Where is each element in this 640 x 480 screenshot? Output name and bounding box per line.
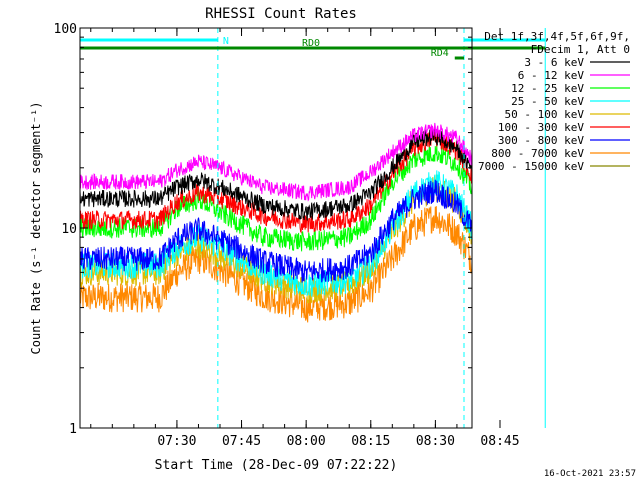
x-axis-label: Start Time (28-Dec-09 07:22:22) [155, 458, 398, 473]
legend: Det 1f,3f,4f,5f,6f,9f, FDecim 1, Att 0 3… [478, 30, 630, 173]
x-tick-label: 08:30 [416, 434, 455, 449]
series-line [80, 122, 472, 202]
footer-timestamp: 16-Oct-2021 23:57 [544, 469, 636, 479]
legend-header-line-1: Det 1f,3f,4f,5f,6f,9f, [484, 30, 630, 43]
chart-title: RHESSI Count Rates [205, 6, 357, 22]
y-tick-label: 100 [54, 22, 77, 37]
state-bar-label: N [223, 36, 229, 47]
x-tick-label: 07:45 [222, 434, 261, 449]
x-axis: 07:30 07:45 08:00 08:15 08:30 08:45 [90, 28, 520, 449]
y-tick-label: 10 [61, 222, 77, 237]
legend-label: 7000 - 15000 keV [478, 160, 584, 173]
series-line [80, 144, 472, 252]
state-bar-label: RD4 [431, 48, 449, 59]
state-bar-label: RD0 [302, 38, 320, 49]
legend-label: 800 - 7000 keV [491, 147, 584, 160]
y-axis-label: Count Rate (s⁻¹ detector segment⁻¹) [29, 102, 43, 355]
legend-label: 6 - 12 keV [518, 69, 585, 82]
annotation-layer: N RD0 RD4 [80, 28, 546, 428]
legend-label: 12 - 25 keV [511, 82, 584, 95]
legend-label: 100 - 300 keV [498, 121, 584, 134]
legend-header-line-2: FDecim 1, Att 0 [531, 43, 630, 56]
x-tick-label: 08:15 [351, 434, 390, 449]
x-tick-label: 08:00 [287, 434, 326, 449]
x-tick-label: 08:45 [480, 434, 519, 449]
series-line [80, 127, 472, 221]
legend-label: 300 - 800 keV [498, 134, 584, 147]
y-tick-label: 1 [69, 422, 77, 437]
x-tick-label: 07:30 [157, 434, 196, 449]
series-line [80, 206, 472, 323]
series-line [80, 170, 472, 297]
legend-label: 3 - 6 keV [524, 56, 584, 69]
y-axis: 1 10 100 [54, 22, 472, 437]
series-layer [80, 122, 472, 323]
series-line [80, 131, 472, 234]
series-line [80, 179, 472, 283]
legend-label: 50 - 100 keV [505, 108, 585, 121]
legend-label: 25 - 50 keV [511, 95, 584, 108]
